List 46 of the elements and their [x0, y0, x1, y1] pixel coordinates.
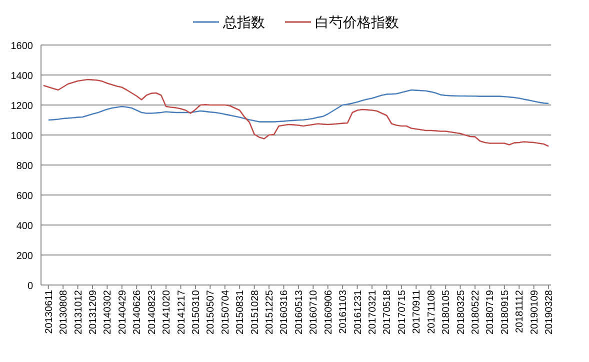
legend-label: 总指数 [222, 14, 265, 30]
x-tick-label: 20160513 [294, 290, 305, 334]
x-tick-label: 20160906 [323, 290, 334, 334]
x-tick-label: 20170715 [396, 290, 408, 334]
y-tick-label: 1600 [10, 41, 34, 52]
x-tick-label: 20141020 [162, 290, 173, 334]
x-tick-label: 20140626 [132, 290, 144, 334]
y-tick-label: 200 [16, 251, 34, 262]
x-tick-label: 20130611 [44, 290, 55, 334]
x-tick-label: 20141217 [176, 290, 188, 334]
x-tick-label: 20140823 [146, 290, 158, 334]
legend-label: 白芍价格指数 [315, 14, 399, 30]
x-tick-label: 20161103 [338, 290, 350, 334]
x-tick-label: 20131209 [88, 290, 99, 334]
y-tick-label: 0 [27, 281, 34, 292]
x-tick-label: 20151028 [250, 290, 261, 334]
x-tick-label: 20181112 [514, 290, 526, 334]
x-tick-label: 20170911 [412, 290, 423, 334]
x-tick-label: 20130808 [58, 290, 70, 334]
y-tick-label: 600 [16, 191, 34, 202]
x-tick-label: 20150310 [190, 290, 202, 334]
x-tick-label: 20160316 [279, 290, 290, 334]
y-tick-label: 400 [16, 221, 34, 232]
y-tick-label: 1200 [10, 101, 34, 112]
x-tick-label: 20140429 [117, 290, 128, 334]
x-tick-label: 20150704 [220, 290, 232, 334]
x-tick-label: 20140302 [102, 290, 114, 334]
x-tick-label: 20151225 [264, 290, 276, 334]
x-tick-label: 20161231 [352, 290, 364, 334]
x-tick-label: 20171108 [426, 290, 438, 334]
x-tick-label: 20180105 [441, 290, 452, 334]
y-tick-label: 800 [16, 161, 34, 172]
x-tick-label: 20180325 [456, 290, 467, 334]
x-tick-label: 20150507 [206, 290, 217, 334]
y-tick-label: 1000 [10, 131, 34, 142]
x-tick-label: 20190328 [544, 290, 556, 334]
x-tick-label: 20160710 [308, 290, 320, 334]
x-tick-label: 20180719 [485, 290, 496, 334]
x-tick-label: 20131012 [73, 290, 84, 334]
x-tick-label: 20180915 [500, 290, 511, 334]
x-tick-label: 20190109 [529, 290, 540, 334]
x-tick-label: 20180522 [470, 290, 482, 334]
y-tick-label: 1400 [10, 71, 34, 82]
x-tick-label: 20170518 [382, 290, 394, 334]
x-tick-label: 20170321 [368, 290, 379, 334]
x-tick-label: 20150831 [235, 290, 246, 334]
